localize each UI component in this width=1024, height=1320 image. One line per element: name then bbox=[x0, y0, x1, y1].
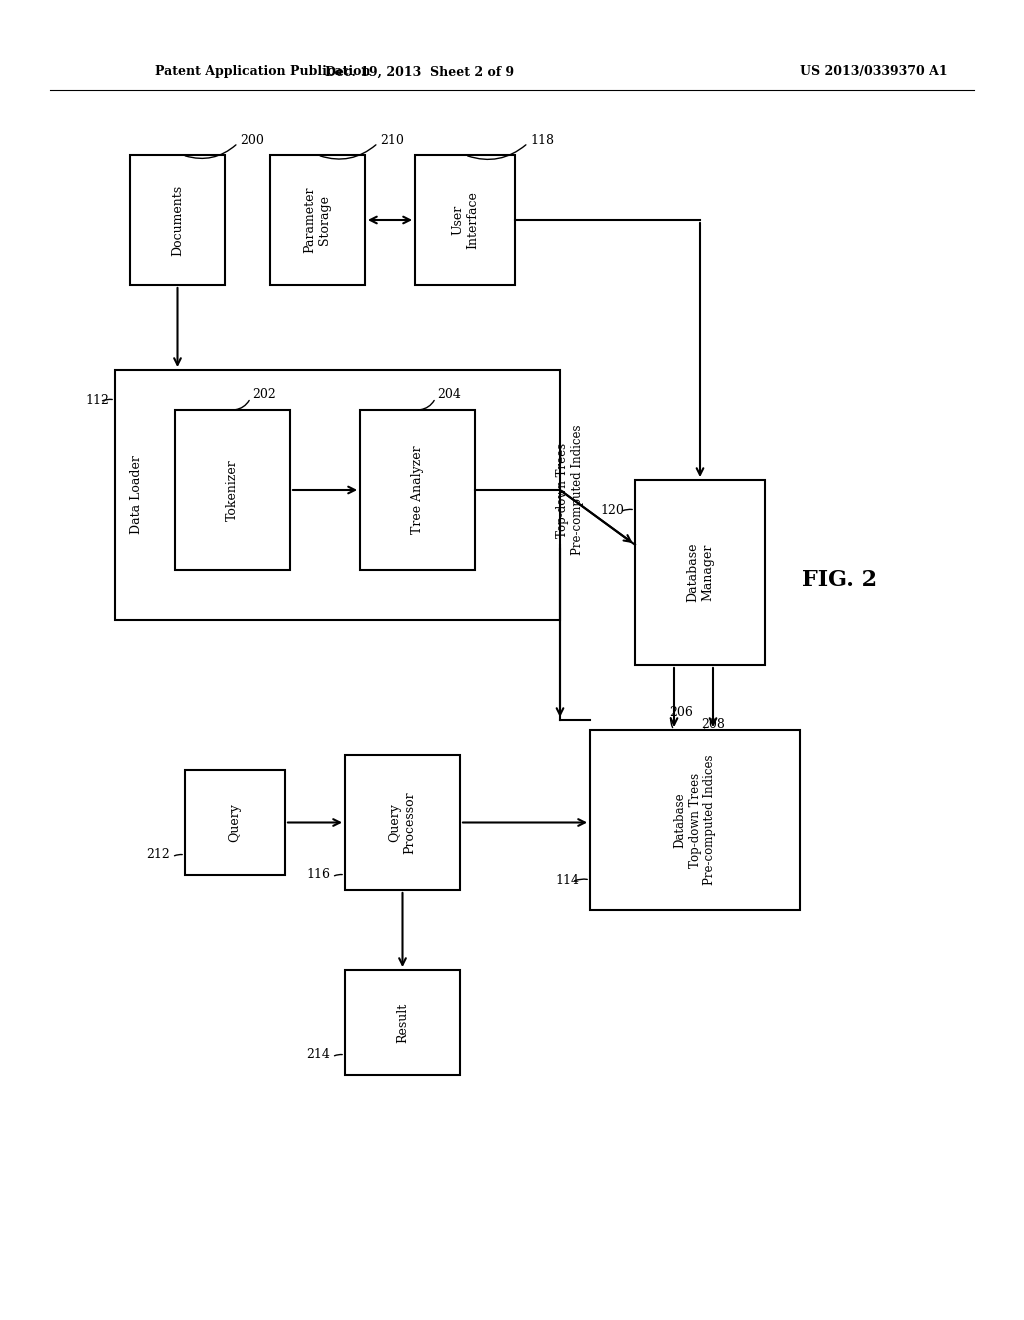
Text: 210: 210 bbox=[380, 133, 403, 147]
Text: Parameter
Storage: Parameter Storage bbox=[303, 186, 332, 253]
Text: Data Loader: Data Loader bbox=[130, 455, 143, 535]
Bar bbox=[115, 370, 560, 620]
Bar bbox=[185, 770, 285, 875]
Text: Tokenizer: Tokenizer bbox=[226, 459, 239, 521]
Text: Query: Query bbox=[228, 803, 242, 842]
Text: User
Interface: User Interface bbox=[451, 191, 479, 249]
Bar bbox=[360, 411, 475, 570]
Text: US 2013/0339370 A1: US 2013/0339370 A1 bbox=[800, 66, 947, 78]
Text: 114: 114 bbox=[555, 874, 579, 887]
Text: Database
Manager: Database Manager bbox=[686, 543, 714, 602]
Text: Database
Top-down Trees
Pre-computed Indices: Database Top-down Trees Pre-computed Ind… bbox=[674, 755, 717, 886]
Text: 208: 208 bbox=[701, 718, 725, 730]
Text: Dec. 19, 2013  Sheet 2 of 9: Dec. 19, 2013 Sheet 2 of 9 bbox=[326, 66, 515, 78]
Bar bbox=[635, 480, 765, 665]
Text: 112: 112 bbox=[85, 393, 109, 407]
Text: Result: Result bbox=[396, 1002, 409, 1043]
Text: 120: 120 bbox=[600, 503, 624, 516]
Bar bbox=[345, 970, 460, 1074]
Text: 212: 212 bbox=[146, 849, 170, 862]
Bar bbox=[590, 730, 800, 909]
Bar bbox=[270, 154, 365, 285]
Text: FIG. 2: FIG. 2 bbox=[803, 569, 878, 591]
Bar bbox=[345, 755, 460, 890]
Text: Query
Processor: Query Processor bbox=[388, 791, 417, 854]
Bar bbox=[175, 411, 290, 570]
Text: 214: 214 bbox=[306, 1048, 330, 1061]
Text: Patent Application Publication: Patent Application Publication bbox=[155, 66, 371, 78]
Text: Documents: Documents bbox=[171, 185, 184, 256]
Text: 204: 204 bbox=[437, 388, 462, 401]
Text: 202: 202 bbox=[253, 388, 276, 401]
Bar bbox=[130, 154, 225, 285]
Text: 200: 200 bbox=[240, 133, 264, 147]
Text: Top-down Trees
Pre-computed Indices: Top-down Trees Pre-computed Indices bbox=[556, 425, 584, 556]
Text: 116: 116 bbox=[306, 869, 330, 882]
Text: Tree Analyzer: Tree Analyzer bbox=[411, 446, 424, 535]
Bar bbox=[415, 154, 515, 285]
Text: 206: 206 bbox=[669, 705, 693, 718]
Text: 118: 118 bbox=[530, 133, 554, 147]
